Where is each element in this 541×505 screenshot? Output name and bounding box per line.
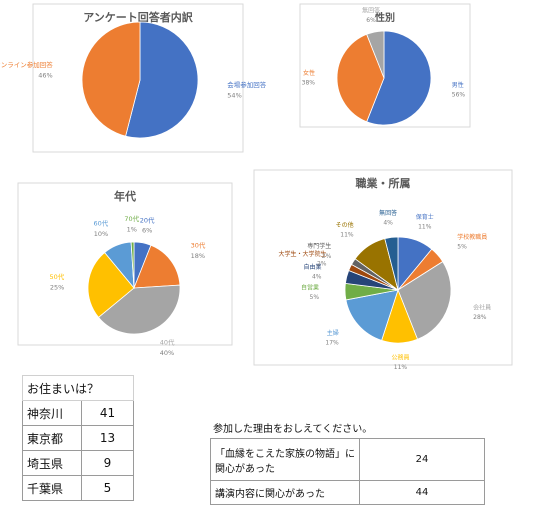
slice-label: その他 xyxy=(336,221,354,229)
slice-label: オンライン参加回答 xyxy=(0,60,53,69)
slice-label: 無回答 xyxy=(362,7,380,15)
pie-slice xyxy=(125,21,199,139)
pie-slice xyxy=(366,30,432,126)
slice-value-label: 5% xyxy=(310,294,320,301)
chart-title: アンケート回答者内訳 xyxy=(83,10,194,24)
slice-value-label: 56% xyxy=(452,91,466,98)
slice-value-label: 11% xyxy=(394,364,408,371)
count: 13 xyxy=(81,425,134,451)
table-title: お住まいは？ xyxy=(22,375,134,401)
table-row: 東京都 13 xyxy=(22,425,134,451)
pie-slice xyxy=(345,289,399,341)
slice-value-label: 4% xyxy=(312,274,322,281)
reason-table: 「血縁をこえた家族の物語」に関心があった 24 講演内容に関心があった 44 xyxy=(210,438,485,505)
slice-value-label: 38% xyxy=(302,80,316,87)
slice-label: 会社員 xyxy=(473,303,491,311)
table-row: 「血縁をこえた家族の物語」に関心があった 24 xyxy=(210,438,485,481)
pie-slice xyxy=(397,261,452,340)
pie-slice xyxy=(81,21,141,137)
slice-value-label: 10% xyxy=(94,230,108,238)
slice-value-label: 18% xyxy=(191,252,205,260)
prefecture: 東京都 xyxy=(22,425,82,451)
pie-slice xyxy=(130,241,135,289)
slice-label: 専門学生 xyxy=(307,242,331,250)
slice-label: 無回答 xyxy=(379,209,397,217)
residence-table: お住まいは？ 神奈川 41 東京都 13 埼玉県 9 千葉県 5 xyxy=(22,375,134,501)
slice-label: 女性 xyxy=(303,69,315,77)
slice-label: 20代 xyxy=(140,215,155,224)
slice-value-label: 6% xyxy=(142,227,152,235)
chart-title: 年代 xyxy=(114,189,136,203)
count: 9 xyxy=(81,450,134,476)
slice-label: 主婦 xyxy=(327,329,339,337)
slice-label: 大学生・大学院生 xyxy=(279,250,327,258)
slice-label: 自由業 xyxy=(303,263,321,271)
chart-title: 性別 xyxy=(374,11,395,24)
pie-slice xyxy=(133,244,181,289)
slice-label: 50代 xyxy=(50,272,65,281)
pie-slice xyxy=(384,236,399,291)
slice-value-label: 2% xyxy=(317,261,327,268)
pie-slice xyxy=(336,33,385,123)
table-row: 千葉県 5 xyxy=(22,475,134,501)
slice-value-label: 25% xyxy=(50,284,64,292)
slice-value-label: 2% xyxy=(322,253,332,260)
reason: 「血縁をこえた家族の物語」に関心があった xyxy=(210,438,360,481)
slice-label: 学校教職員 xyxy=(457,233,487,241)
table-header-row: お住まいは？ xyxy=(22,375,134,401)
slice-label: 30代 xyxy=(191,241,206,250)
slice-label: 男性 xyxy=(452,81,464,89)
slice-label: 公務員 xyxy=(391,353,409,361)
slice-value-label: 40% xyxy=(160,349,174,357)
table-title: 参加した理由をおしえてください。 xyxy=(213,424,373,435)
table-row: 埼玉県 9 xyxy=(22,450,134,476)
count: 41 xyxy=(81,400,134,426)
slice-value-label: 4% xyxy=(383,220,393,227)
slice-label: 60代 xyxy=(93,219,108,228)
slice-label: 自営業 xyxy=(301,283,319,291)
slice-label: 会場参加回答 xyxy=(227,80,267,89)
slice-value-label: 11% xyxy=(418,223,432,230)
slice-value-label: 17% xyxy=(325,340,339,347)
slice-value-label: 28% xyxy=(473,314,487,321)
count: 24 xyxy=(359,438,485,481)
slice-value-label: 46% xyxy=(38,71,52,79)
pie-slice xyxy=(97,284,181,335)
slice-value-label: 1% xyxy=(127,226,137,234)
slice-value-label: 6% xyxy=(366,17,376,24)
prefecture: 神奈川 xyxy=(22,400,82,426)
pie-slice xyxy=(366,30,385,79)
pie-slice xyxy=(87,251,135,318)
slice-label: 70代 xyxy=(124,214,139,223)
prefecture: 埼玉県 xyxy=(22,450,82,476)
chart-title: 職業・所属 xyxy=(356,176,411,190)
slice-label: 保育士 xyxy=(416,213,434,221)
slice-label: 40代 xyxy=(160,338,175,347)
prefecture: 千葉県 xyxy=(22,475,82,501)
slice-value-label: 54% xyxy=(227,92,241,100)
count: 5 xyxy=(81,475,134,501)
slice-value-label: 11% xyxy=(340,232,354,239)
slice-value-label: 5% xyxy=(457,244,467,251)
table-row: 神奈川 41 xyxy=(22,400,134,426)
